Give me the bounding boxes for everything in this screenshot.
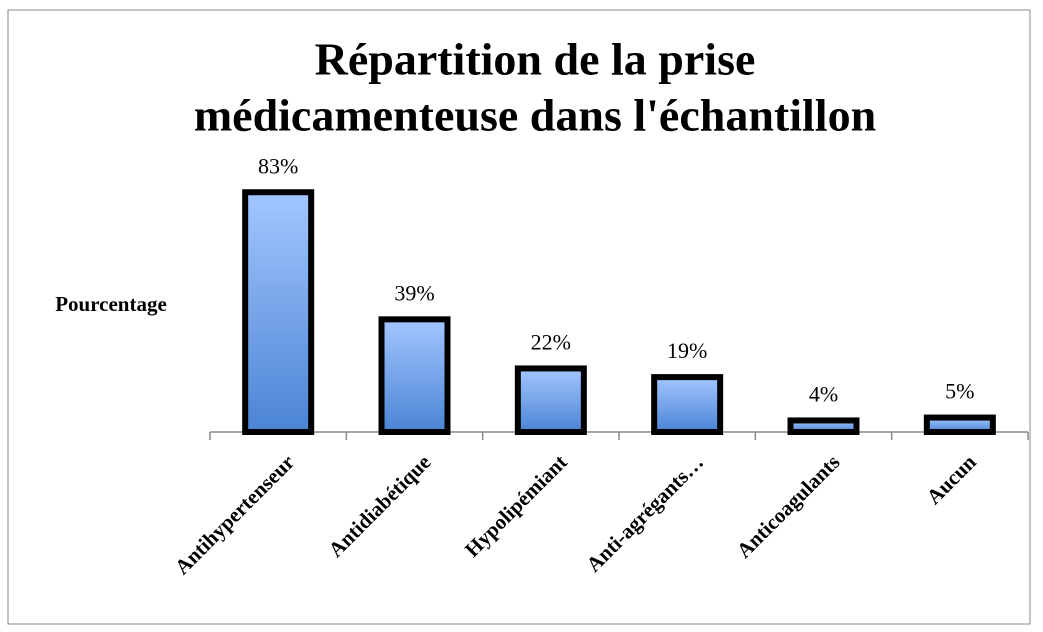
bar bbox=[651, 374, 724, 436]
value-label: 4% bbox=[809, 381, 838, 406]
chart-title: Répartition de la prise bbox=[315, 34, 756, 85]
bar bbox=[923, 414, 996, 435]
value-label: 22% bbox=[531, 329, 571, 354]
bar bbox=[787, 417, 860, 436]
bar bbox=[378, 316, 451, 436]
value-label: 39% bbox=[394, 280, 434, 305]
value-label: 5% bbox=[945, 379, 974, 404]
value-label: 19% bbox=[667, 338, 707, 363]
bar bbox=[242, 189, 315, 435]
chart-title: médicamenteuse dans l'échantillon bbox=[194, 90, 876, 141]
chart-frame bbox=[7, 9, 1031, 625]
value-label: 83% bbox=[258, 153, 298, 178]
bar bbox=[514, 365, 587, 436]
y-axis-label: Pourcentage bbox=[55, 292, 167, 316]
